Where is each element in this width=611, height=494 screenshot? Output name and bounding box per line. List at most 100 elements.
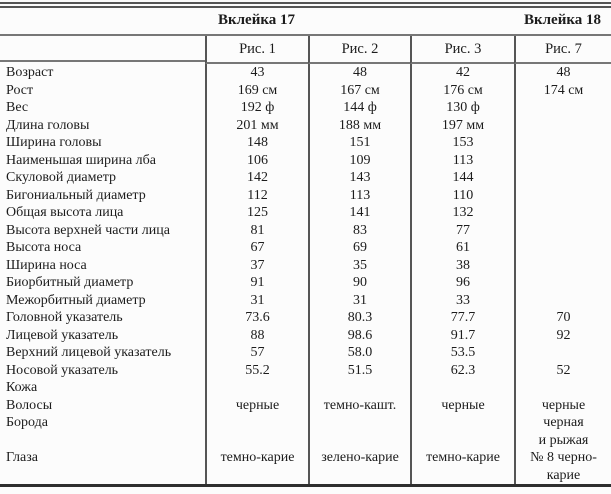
cell-value: 92 — [514, 326, 611, 344]
cell-value — [514, 256, 611, 274]
row-label: Кожа — [6, 380, 38, 395]
cell-value: 144 — [410, 169, 514, 187]
cell-value — [308, 414, 410, 432]
cell-value: 57 — [205, 344, 308, 362]
row-label: Бигониальный диаметр — [6, 187, 146, 203]
row-label — [0, 432, 205, 450]
cell-value: зелено-карие — [308, 449, 410, 467]
cell-value — [410, 379, 514, 397]
cell-value — [308, 431, 410, 449]
cell-value — [205, 379, 308, 397]
cell-value — [514, 99, 611, 117]
cell-value: 58.0 — [308, 344, 410, 362]
cell-value: черные — [410, 396, 514, 414]
cell-value: 62.3 — [410, 361, 514, 379]
cell-value: 31 — [308, 291, 410, 309]
cell-value — [205, 431, 308, 449]
cell-value: 144 ф — [308, 99, 410, 117]
cell-value — [514, 291, 611, 309]
cell-value: и рыжая — [514, 431, 611, 449]
cell-value: 73.6 — [205, 309, 308, 327]
cell-value: 169 см — [205, 81, 308, 99]
row-label: Межорбитный диаметр — [6, 292, 146, 308]
cell-value: 106 — [205, 151, 308, 169]
cell-value: 130 ф — [410, 99, 514, 117]
row-label: Высота верхней части лица — [6, 222, 170, 238]
row-label: Головной указатель — [6, 310, 123, 325]
column-header-stub — [0, 36, 205, 62]
cell-value: темно-карие — [205, 449, 308, 467]
inset-header-row: Вклейка 17 Вклейка 18 — [0, 8, 611, 34]
cell-value: 33 — [410, 291, 514, 309]
cell-value — [410, 414, 514, 432]
cell-value — [514, 186, 611, 204]
cell-value: 96 — [410, 274, 514, 292]
row-label: Высота носа — [6, 240, 82, 255]
cell-value — [514, 134, 611, 152]
cell-value: 142 — [205, 169, 308, 187]
cell-value: 77 — [410, 221, 514, 239]
cell-value: 70 — [514, 309, 611, 327]
cell-value: темно-кашт. — [308, 396, 410, 414]
cell-value: 192 ф — [205, 99, 308, 117]
cell-value: 38 — [410, 256, 514, 274]
cell-value: 201 мм — [205, 116, 308, 134]
cell-value: 31 — [205, 291, 308, 309]
cell-value: 98.6 — [308, 326, 410, 344]
cell-value — [308, 379, 410, 397]
cell-value: 88 — [205, 326, 308, 344]
cell-value — [514, 221, 611, 239]
cell-value: 61 — [410, 239, 514, 257]
cell-value: черная — [514, 414, 611, 432]
cell-value: 69 — [308, 239, 410, 257]
cell-value: 153 — [410, 134, 514, 152]
cell-value: 174 см — [514, 81, 611, 99]
column-header: Рис. 7 — [514, 36, 611, 64]
cell-value: 53.5 — [410, 344, 514, 362]
cell-value — [514, 169, 611, 187]
cell-value — [308, 466, 410, 484]
cell-value: 113 — [308, 186, 410, 204]
cell-value: № 8 черно- — [514, 449, 611, 467]
cell-value: 51.5 — [308, 361, 410, 379]
cell-value: 125 — [205, 204, 308, 222]
cell-value: 48 — [514, 64, 611, 82]
inset-label-18: Вклейка 18 — [523, 12, 602, 28]
cell-value: 167 см — [308, 81, 410, 99]
cell-value: 80.3 — [308, 309, 410, 327]
cell-value: 48 — [308, 64, 410, 82]
row-label: Рост — [6, 82, 34, 98]
cell-value: темно-карие — [410, 449, 514, 467]
header-top-rule — [0, 34, 611, 36]
cell-value: 83 — [308, 221, 410, 239]
row-label: Скуловой диаметр — [6, 170, 117, 185]
cell-value — [410, 431, 514, 449]
column-header: Рис. 2 — [308, 36, 410, 64]
row-label: Волосы — [6, 397, 53, 413]
cell-value: 81 — [205, 221, 308, 239]
cell-value — [514, 151, 611, 169]
cell-value: 141 — [308, 204, 410, 222]
cell-value: 90 — [308, 274, 410, 292]
row-label: Биорбитный диаметр — [6, 275, 134, 290]
row-label — [0, 467, 205, 485]
row-label: Ширина головы — [6, 135, 102, 150]
cell-value: 176 см — [410, 81, 514, 99]
cell-value: карие — [514, 466, 611, 484]
top-double-rule — [0, 2, 611, 8]
cell-value — [410, 466, 514, 484]
row-label: Глаза — [6, 450, 38, 465]
row-label: Вес — [6, 100, 29, 115]
row-label: Длина головы — [6, 117, 90, 133]
row-label: Лицевой указатель — [6, 327, 119, 343]
cell-value: черные — [205, 396, 308, 414]
cell-value — [205, 414, 308, 432]
cell-value: 52 — [514, 361, 611, 379]
cell-value — [514, 344, 611, 362]
cell-value: 143 — [308, 169, 410, 187]
cell-value: черные — [514, 396, 611, 414]
inset-label-17: Вклейка 17 — [217, 12, 296, 28]
cell-value: 148 — [205, 134, 308, 152]
cell-value: 37 — [205, 256, 308, 274]
